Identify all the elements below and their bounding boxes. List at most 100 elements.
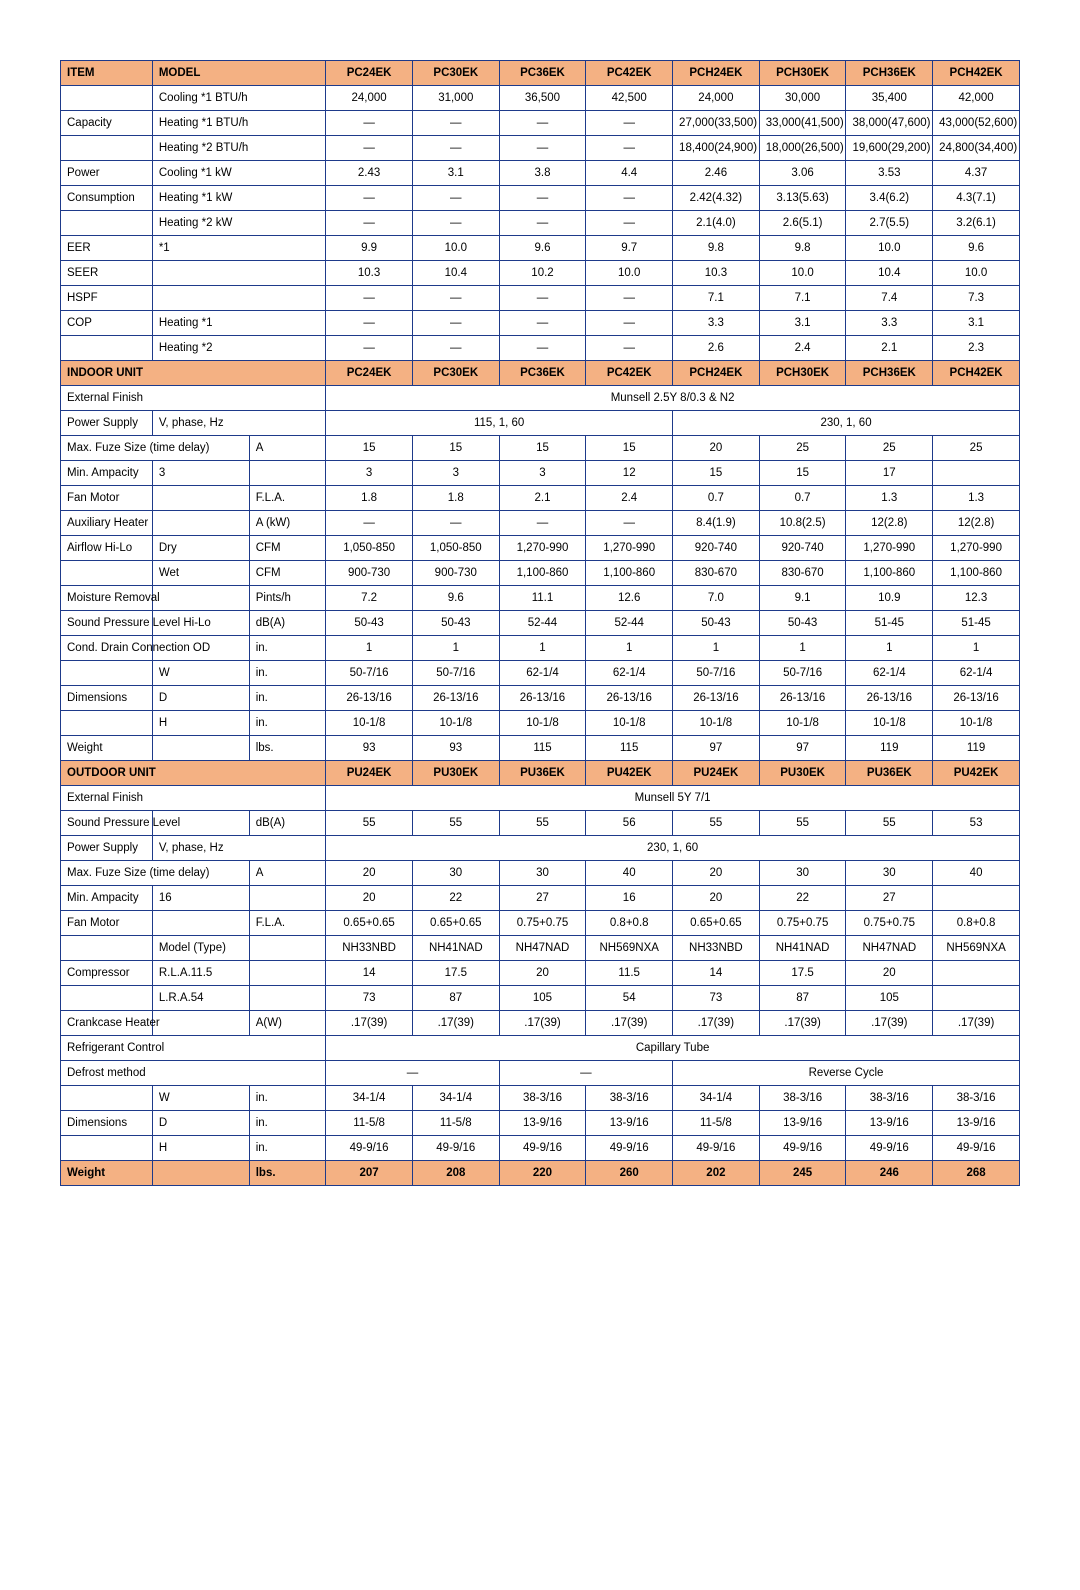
table-row: Sound Pressure LeveldB(A)555555565555555… xyxy=(61,811,1020,836)
cell: 16 xyxy=(586,886,673,911)
cell: H xyxy=(152,1136,249,1161)
cell: Reverse Cycle xyxy=(673,1061,1020,1086)
cell: — xyxy=(499,511,586,536)
cell: 12 xyxy=(586,461,673,486)
row-label: Airflow Hi-Lo xyxy=(61,536,153,561)
table-row: WetCFM900-730900-7301,100-8601,100-86083… xyxy=(61,561,1020,586)
cell: 22 xyxy=(412,886,499,911)
cell: in. xyxy=(249,661,326,686)
cell: 9.6 xyxy=(933,236,1020,261)
row-label: Cond. Drain Connection OD xyxy=(61,636,153,661)
cell: in. xyxy=(249,686,326,711)
cell: F.L.A. xyxy=(249,911,326,936)
cell xyxy=(933,886,1020,911)
cell: 52-44 xyxy=(586,611,673,636)
table-row: Heating *2 kW————2.1(4.0)2.6(5.1)2.7(5.5… xyxy=(61,211,1020,236)
table-row: ConsumptionHeating *1 kW————2.42(4.32)3.… xyxy=(61,186,1020,211)
table-row: Max. Fuze Size (time delay)A203030402030… xyxy=(61,861,1020,886)
cell: 49-9/16 xyxy=(759,1136,846,1161)
cell: 27 xyxy=(846,886,933,911)
cell: dB(A) xyxy=(249,611,326,636)
cell: 55 xyxy=(412,811,499,836)
cell: — xyxy=(499,136,586,161)
cell: D xyxy=(152,1111,249,1136)
row-label: Min. Ampacity xyxy=(61,461,153,486)
cell: 18,400(24,900) xyxy=(673,136,760,161)
cell xyxy=(152,911,249,936)
cell: 38-3/16 xyxy=(933,1086,1020,1111)
table-row: Model (Type)NH33NBDNH41NADNH47NADNH569NX… xyxy=(61,936,1020,961)
cell: — xyxy=(586,211,673,236)
cell: — xyxy=(586,186,673,211)
cell: 11.5 xyxy=(586,961,673,986)
row-label: COP xyxy=(61,311,153,336)
cell: 11-5/8 xyxy=(412,1111,499,1136)
cell: 2.3 xyxy=(933,336,1020,361)
cell: 26-13/16 xyxy=(933,686,1020,711)
cell: 10.2 xyxy=(499,261,586,286)
cell: 268 xyxy=(933,1161,1020,1186)
cell: — xyxy=(499,186,586,211)
cell: 2.4 xyxy=(586,486,673,511)
row-label xyxy=(61,561,153,586)
cell: PC36EK xyxy=(499,361,586,386)
row-label xyxy=(61,936,153,961)
cell: 10.9 xyxy=(846,586,933,611)
cell: 12.6 xyxy=(586,586,673,611)
cell: — xyxy=(412,211,499,236)
cell: 3.4(6.2) xyxy=(846,186,933,211)
cell: — xyxy=(499,111,586,136)
cell: 4.37 xyxy=(933,161,1020,186)
cell: 35,400 xyxy=(846,86,933,111)
cell: 7.4 xyxy=(846,286,933,311)
cell: 49-9/16 xyxy=(586,1136,673,1161)
cell: 50-43 xyxy=(326,611,413,636)
cell: 1,100-860 xyxy=(499,561,586,586)
row-label xyxy=(61,336,153,361)
cell: 1.3 xyxy=(933,486,1020,511)
cell: A(W) xyxy=(249,1011,326,1036)
table-row: Max. Fuze Size (time delay)A151515152025… xyxy=(61,436,1020,461)
cell: 900-730 xyxy=(412,561,499,586)
cell: 7.1 xyxy=(673,286,760,311)
cell: 2.42(4.32) xyxy=(673,186,760,211)
table-row: DimensionsDin.26-13/1626-13/1626-13/1626… xyxy=(61,686,1020,711)
cell: 11-5/8 xyxy=(673,1111,760,1136)
cell: 1,100-860 xyxy=(586,561,673,586)
cell: .17(39) xyxy=(586,1011,673,1036)
cell: 50-43 xyxy=(673,611,760,636)
cell: 3 xyxy=(499,461,586,486)
row-label xyxy=(61,86,153,111)
cell: 24,000 xyxy=(673,86,760,111)
cell: R.L.A.11.5 xyxy=(152,961,249,986)
table-row: Refrigerant ControlCapillary Tube xyxy=(61,1036,1020,1061)
cell: 25 xyxy=(846,436,933,461)
row-label: Auxiliary Heater xyxy=(61,511,153,536)
cell: 55 xyxy=(759,811,846,836)
cell: 38-3/16 xyxy=(759,1086,846,1111)
cell: PCH42EK xyxy=(933,61,1020,86)
cell: .17(39) xyxy=(412,1011,499,1036)
cell: 51-45 xyxy=(846,611,933,636)
cell: 1,270-990 xyxy=(586,536,673,561)
cell: 2.43 xyxy=(326,161,413,186)
row-label xyxy=(61,211,153,236)
table-row: Weightlbs.207208220260202245246268 xyxy=(61,1161,1020,1186)
cell: 115 xyxy=(586,736,673,761)
cell: 10-1/8 xyxy=(846,711,933,736)
cell: 1 xyxy=(673,636,760,661)
cell: Dry xyxy=(152,536,249,561)
cell: PCH24EK xyxy=(673,361,760,386)
cell: 0.8+0.8 xyxy=(586,911,673,936)
cell: 55 xyxy=(673,811,760,836)
cell: — xyxy=(326,286,413,311)
cell: Munsell 5Y 7/1 xyxy=(326,786,1020,811)
cell: PU24EK xyxy=(673,761,760,786)
cell: 3.06 xyxy=(759,161,846,186)
row-label: Sound Pressure Level Hi-Lo xyxy=(61,611,153,636)
cell: 2.1 xyxy=(499,486,586,511)
cell: 55 xyxy=(499,811,586,836)
cell: W xyxy=(152,1086,249,1111)
cell: 42,000 xyxy=(933,86,1020,111)
cell: 7.2 xyxy=(326,586,413,611)
